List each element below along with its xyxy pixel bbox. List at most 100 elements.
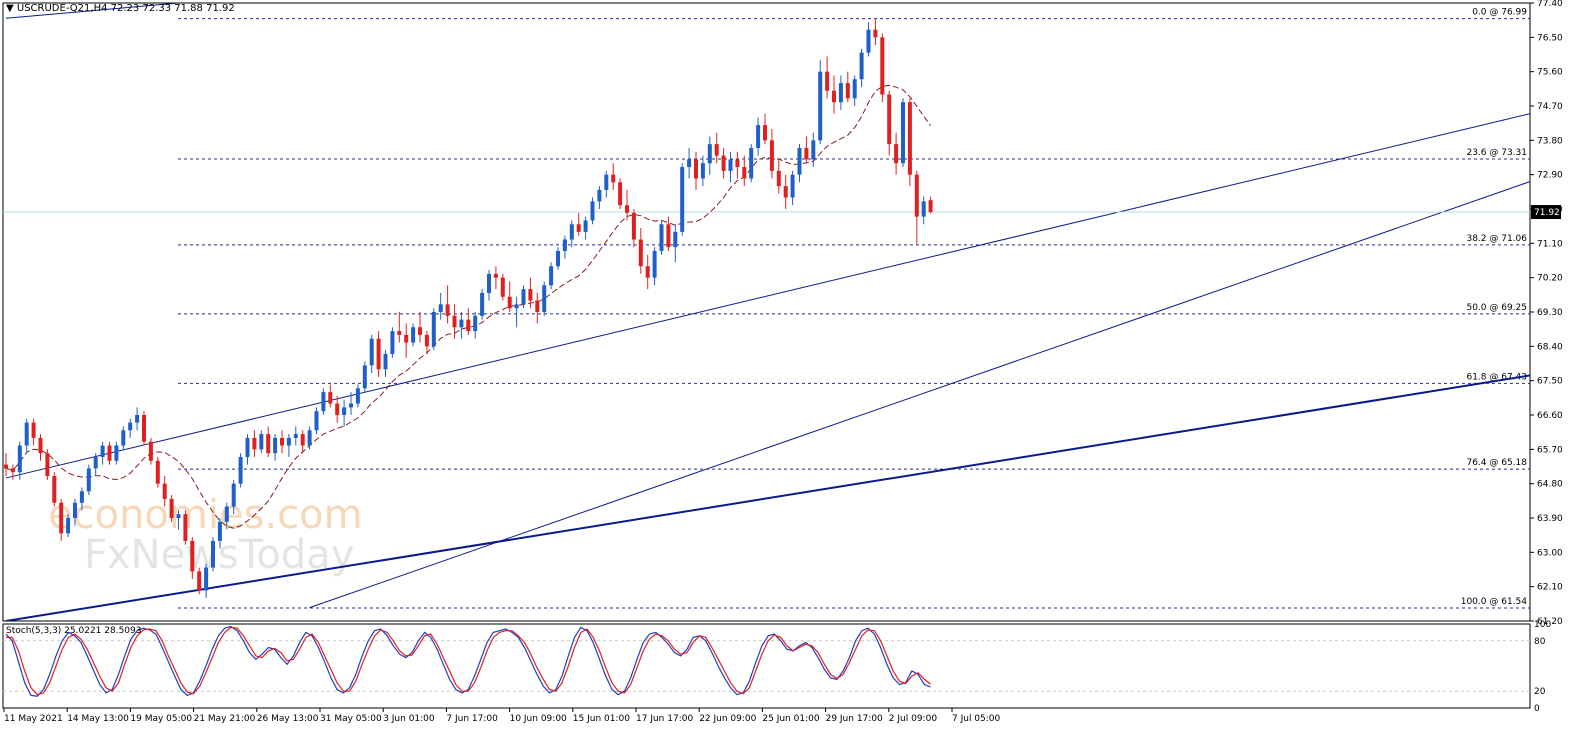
y-tick-label: 66.60 xyxy=(1537,411,1563,421)
candle-body xyxy=(300,434,305,446)
candle-body xyxy=(811,140,816,160)
current-price-tag xyxy=(1531,205,1561,220)
x-tick-label: 15 Jun 01:00 xyxy=(573,714,630,724)
trendline-channel-lower xyxy=(309,181,1530,609)
candle-body xyxy=(73,502,77,518)
candle-body xyxy=(466,319,471,332)
candle-body xyxy=(514,304,519,309)
candle-body xyxy=(286,437,291,446)
symbol-label: USCRUDE-Q21,H4 xyxy=(16,3,108,14)
trendline-support-top-left xyxy=(5,3,179,19)
y-tick-label: 65.70 xyxy=(1537,445,1563,455)
candle-body xyxy=(245,437,250,457)
candle-body xyxy=(280,437,284,446)
candle-body xyxy=(176,514,181,518)
fib-level-label: 38.2 @ 71.06 xyxy=(1466,234,1527,244)
candle-body xyxy=(618,182,623,206)
candle-body xyxy=(418,327,422,335)
candle-body xyxy=(673,231,678,248)
candle-body xyxy=(349,403,353,408)
candle-body xyxy=(411,327,416,343)
stochastic-label: Stoch(5,3,3) 25.0221 28.5093 xyxy=(6,626,142,636)
y-tick-label: 63.00 xyxy=(1537,548,1563,558)
candle-body xyxy=(293,434,298,438)
candle-body xyxy=(231,483,236,507)
candle-body xyxy=(694,159,698,179)
chart-header[interactable]: ▼ USCRUDE-Q21,H4 72.23 72.33 71.88 71.92 xyxy=(6,3,235,14)
candle-body xyxy=(845,83,850,99)
candle-body xyxy=(190,540,195,572)
candle-body xyxy=(321,392,326,412)
stoch-panel-frame xyxy=(2,623,1531,709)
y-tick-label: 73.80 xyxy=(1537,136,1563,146)
candle-body xyxy=(528,289,533,301)
x-tick-label: 17 Jun 17:00 xyxy=(636,714,693,724)
current-price-label: 71.92 xyxy=(1534,208,1560,218)
y-tick-label: 61.20 xyxy=(1537,617,1563,627)
y-tick-label: 67.50 xyxy=(1537,377,1563,387)
candle-body xyxy=(66,518,71,534)
candle-body xyxy=(121,430,126,446)
candle-body xyxy=(390,331,395,354)
y-tick-label: 63.90 xyxy=(1537,514,1563,524)
x-tick-label: 3 Jun 01:00 xyxy=(383,714,435,724)
x-tick-label: 2 Jul 09:00 xyxy=(889,714,938,724)
candle-body xyxy=(921,201,926,217)
candle-body xyxy=(700,163,705,179)
candle-body xyxy=(445,304,450,316)
candle-body xyxy=(631,212,636,240)
candle-body xyxy=(556,250,560,267)
candle-body xyxy=(507,296,512,309)
candle-body xyxy=(148,441,153,461)
y-tick-label: 64.80 xyxy=(1537,480,1563,490)
candle-body xyxy=(721,155,726,171)
candle-body xyxy=(500,277,505,297)
candle-body xyxy=(749,147,754,179)
candle-body xyxy=(852,79,857,99)
fib-level-label: 50.0 @ 69.25 xyxy=(1466,303,1527,313)
candle-body xyxy=(4,464,8,469)
candle-body xyxy=(197,571,202,591)
candle-body xyxy=(438,304,443,312)
moving-average-line xyxy=(5,84,932,529)
candle-body xyxy=(928,200,933,213)
candle-body xyxy=(142,415,146,442)
candle-body xyxy=(728,159,733,171)
y-tick-label: 72.90 xyxy=(1537,171,1563,181)
candle-body xyxy=(645,266,650,278)
candle-body xyxy=(266,434,271,454)
candle-body xyxy=(362,365,367,389)
candle-body xyxy=(376,338,381,370)
fib-level-label: 76.4 @ 65.18 xyxy=(1466,458,1527,468)
x-tick-label: 7 Jun 17:00 xyxy=(446,714,498,724)
candle-body xyxy=(776,170,781,187)
stoch-tick-label: 20 xyxy=(1534,687,1546,697)
candle-body xyxy=(328,392,333,404)
candle-body xyxy=(625,205,629,213)
candle-body xyxy=(783,186,788,198)
symbol-dropdown-icon[interactable]: ▼ xyxy=(6,3,14,14)
candle-body xyxy=(769,140,774,171)
candle-body xyxy=(859,52,864,80)
candle-body xyxy=(107,445,112,461)
candle-body xyxy=(473,315,478,332)
candle-body xyxy=(45,453,50,477)
x-tick-label: 11 May 2021 xyxy=(4,714,63,724)
trendline-channel-upper xyxy=(5,113,1530,479)
stoch-tick-label: 80 xyxy=(1534,637,1546,647)
candle-body xyxy=(204,567,209,591)
candle-body xyxy=(273,437,278,454)
candle-body xyxy=(314,411,319,431)
candle-body xyxy=(452,315,457,328)
candle-body xyxy=(397,331,402,335)
candle-body xyxy=(383,353,388,370)
candles xyxy=(4,18,933,599)
candle-body xyxy=(211,540,215,568)
x-tick-label: 29 Jun 17:00 xyxy=(826,714,883,724)
candle-body xyxy=(638,239,643,267)
candle-body xyxy=(342,407,347,415)
stoch-tick-label: 100 xyxy=(1534,620,1551,630)
y-tick-label: 77.40 xyxy=(1537,0,1563,9)
candle-body xyxy=(838,83,843,103)
